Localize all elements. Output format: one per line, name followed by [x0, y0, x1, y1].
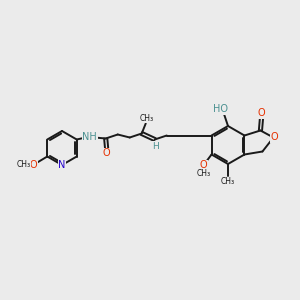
Text: H: H [152, 142, 159, 151]
Text: CH₃: CH₃ [16, 160, 30, 169]
Text: NH: NH [82, 133, 97, 142]
Text: O: O [29, 160, 37, 170]
Text: CH₃: CH₃ [196, 169, 211, 178]
Text: O: O [271, 133, 278, 142]
Text: N: N [58, 160, 66, 170]
Text: CH₃: CH₃ [221, 178, 235, 187]
Text: O: O [103, 148, 110, 158]
Text: HO: HO [214, 104, 229, 114]
Text: O: O [258, 109, 265, 118]
Text: CH₃: CH₃ [140, 114, 154, 123]
Text: O: O [200, 160, 207, 170]
